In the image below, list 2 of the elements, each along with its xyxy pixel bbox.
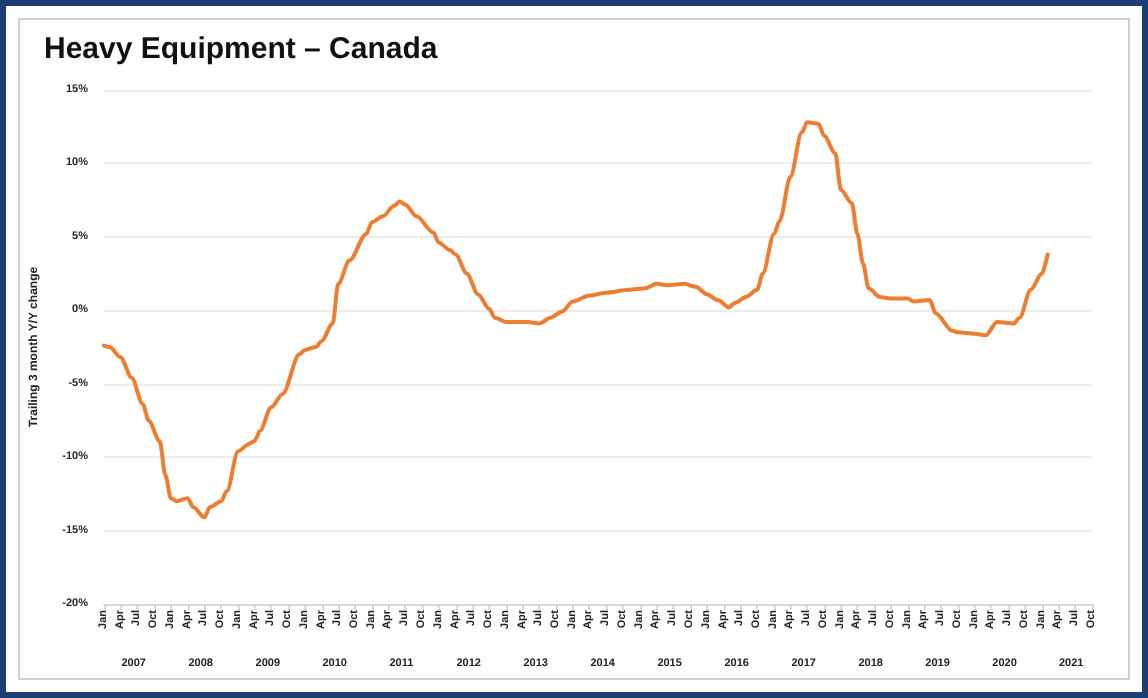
chart-title: Heavy Equipment – Canada [44, 32, 439, 66]
line-series [102, 120, 1050, 520]
